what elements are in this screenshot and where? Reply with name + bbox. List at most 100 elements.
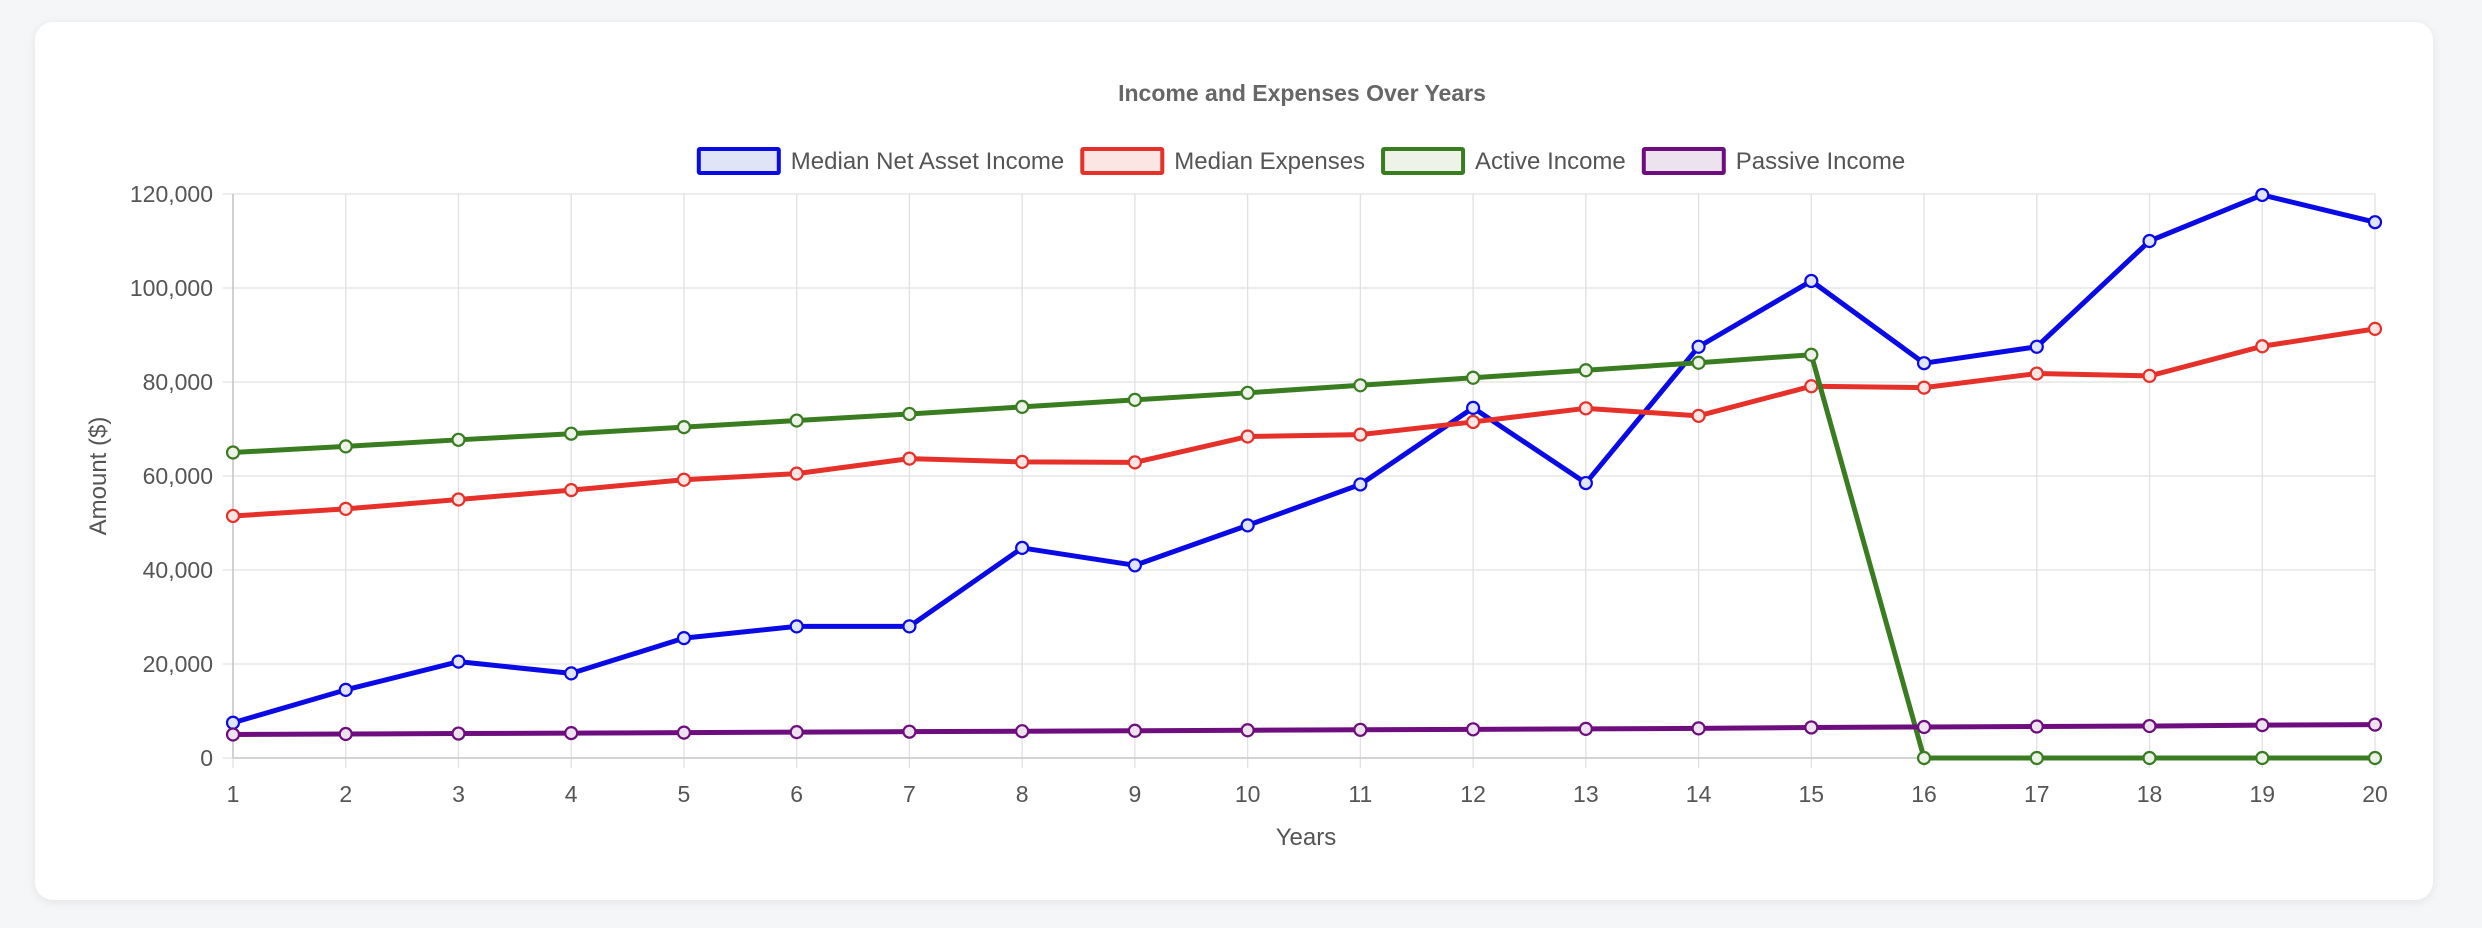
data-point[interactable] [1353, 477, 1368, 492]
data-point[interactable] [1127, 455, 1142, 470]
data-point[interactable] [1466, 400, 1481, 415]
data-point[interactable] [2255, 187, 2270, 203]
series-1 [225, 321, 2383, 524]
data-point[interactable] [1804, 347, 1819, 362]
data-point[interactable] [451, 726, 466, 741]
data-point[interactable] [1578, 401, 1593, 416]
data-point[interactable] [338, 682, 353, 697]
data-point[interactable] [1691, 339, 1706, 354]
data-point[interactable] [1466, 370, 1481, 385]
data-point[interactable] [338, 726, 353, 742]
data-point[interactable] [789, 413, 804, 428]
data-point[interactable] [1466, 722, 1481, 737]
data-point[interactable] [2029, 750, 2044, 766]
data-point[interactable] [2367, 321, 2383, 336]
data-point[interactable] [902, 451, 917, 466]
data-point[interactable] [1691, 355, 1706, 370]
data-point[interactable] [789, 725, 804, 740]
data-point[interactable] [1015, 724, 1030, 739]
series-line [230, 192, 2378, 726]
data-point[interactable] [1015, 399, 1030, 415]
data-point[interactable] [2142, 233, 2157, 249]
data-point[interactable] [564, 426, 579, 441]
data-point[interactable] [902, 406, 917, 422]
x-tick-label: 1 [227, 781, 240, 807]
data-point[interactable] [564, 725, 579, 741]
data-point[interactable] [564, 483, 579, 498]
data-point[interactable] [1578, 721, 1593, 736]
data-point[interactable] [1916, 719, 1932, 735]
data-point[interactable] [1691, 408, 1706, 423]
data-point[interactable] [2142, 750, 2157, 766]
data-point[interactable] [1916, 356, 1932, 371]
data-point[interactable] [2255, 750, 2270, 766]
x-tick-label: 2 [339, 781, 352, 807]
series-line [230, 722, 2378, 737]
data-point[interactable] [2255, 717, 2270, 733]
data-point[interactable] [676, 472, 692, 487]
data-point[interactable] [1578, 475, 1593, 491]
data-point[interactable] [338, 439, 353, 454]
x-tick-label: 17 [2024, 781, 2050, 807]
data-point[interactable] [338, 501, 353, 516]
data-point[interactable] [902, 724, 917, 739]
data-point[interactable] [564, 666, 579, 681]
data-point[interactable] [1466, 414, 1481, 430]
data-point[interactable] [1127, 392, 1142, 407]
grid [223, 193, 2376, 768]
x-tick-label: 3 [452, 781, 465, 807]
x-tick-label: 9 [1128, 781, 1141, 807]
legend-label: Passive Income [1736, 148, 1905, 175]
data-point[interactable] [225, 715, 241, 730]
data-point[interactable] [1240, 518, 1255, 533]
data-point[interactable] [225, 727, 241, 742]
data-point[interactable] [451, 654, 466, 669]
data-point[interactable] [1804, 720, 1819, 735]
legend-item[interactable]: Median Net Asset Income [696, 147, 1064, 175]
data-point[interactable] [2255, 339, 2270, 354]
data-point[interactable] [2029, 719, 2044, 734]
data-point[interactable] [1916, 750, 1932, 766]
legend-item[interactable]: Median Expenses [1080, 147, 1365, 175]
data-point[interactable] [2367, 750, 2383, 766]
data-point[interactable] [2367, 215, 2383, 230]
data-point[interactable] [1240, 429, 1255, 444]
x-tick-label: 19 [2249, 781, 2275, 807]
data-point[interactable] [676, 420, 692, 435]
data-point[interactable] [225, 445, 241, 460]
data-point[interactable] [1353, 378, 1368, 393]
data-point[interactable] [1240, 385, 1255, 400]
data-point[interactable] [1127, 558, 1142, 573]
y-tick-label: 100,000 [130, 275, 213, 301]
data-point[interactable] [1240, 723, 1255, 738]
y-tick-label: 20,000 [143, 651, 213, 677]
data-point[interactable] [676, 631, 692, 646]
data-point[interactable] [1015, 454, 1030, 469]
data-point[interactable] [789, 619, 804, 634]
data-point[interactable] [902, 619, 917, 634]
data-point[interactable] [1578, 363, 1593, 378]
data-point[interactable] [676, 725, 692, 740]
data-point[interactable] [1804, 273, 1819, 289]
legend-item[interactable]: Passive Income [1641, 147, 1905, 175]
data-point[interactable] [225, 508, 241, 524]
data-point[interactable] [2029, 339, 2044, 354]
data-point[interactable] [2029, 366, 2044, 381]
data-point[interactable] [789, 466, 804, 481]
data-point[interactable] [1691, 721, 1706, 736]
data-point[interactable] [1916, 380, 1932, 395]
data-point[interactable] [1353, 427, 1368, 442]
x-tick-label: 10 [1235, 781, 1261, 807]
legend-item[interactable]: Active Income [1381, 147, 1626, 175]
series-line [230, 326, 2378, 519]
data-point[interactable] [1127, 723, 1142, 738]
legend-label: Median Expenses [1174, 148, 1365, 175]
data-point[interactable] [2142, 718, 2157, 734]
data-point[interactable] [2367, 717, 2383, 732]
data-point[interactable] [1015, 540, 1030, 556]
data-point[interactable] [1804, 379, 1819, 394]
data-point[interactable] [1353, 722, 1368, 737]
data-point[interactable] [451, 492, 466, 507]
data-point[interactable] [2142, 368, 2157, 383]
data-point[interactable] [451, 432, 466, 447]
